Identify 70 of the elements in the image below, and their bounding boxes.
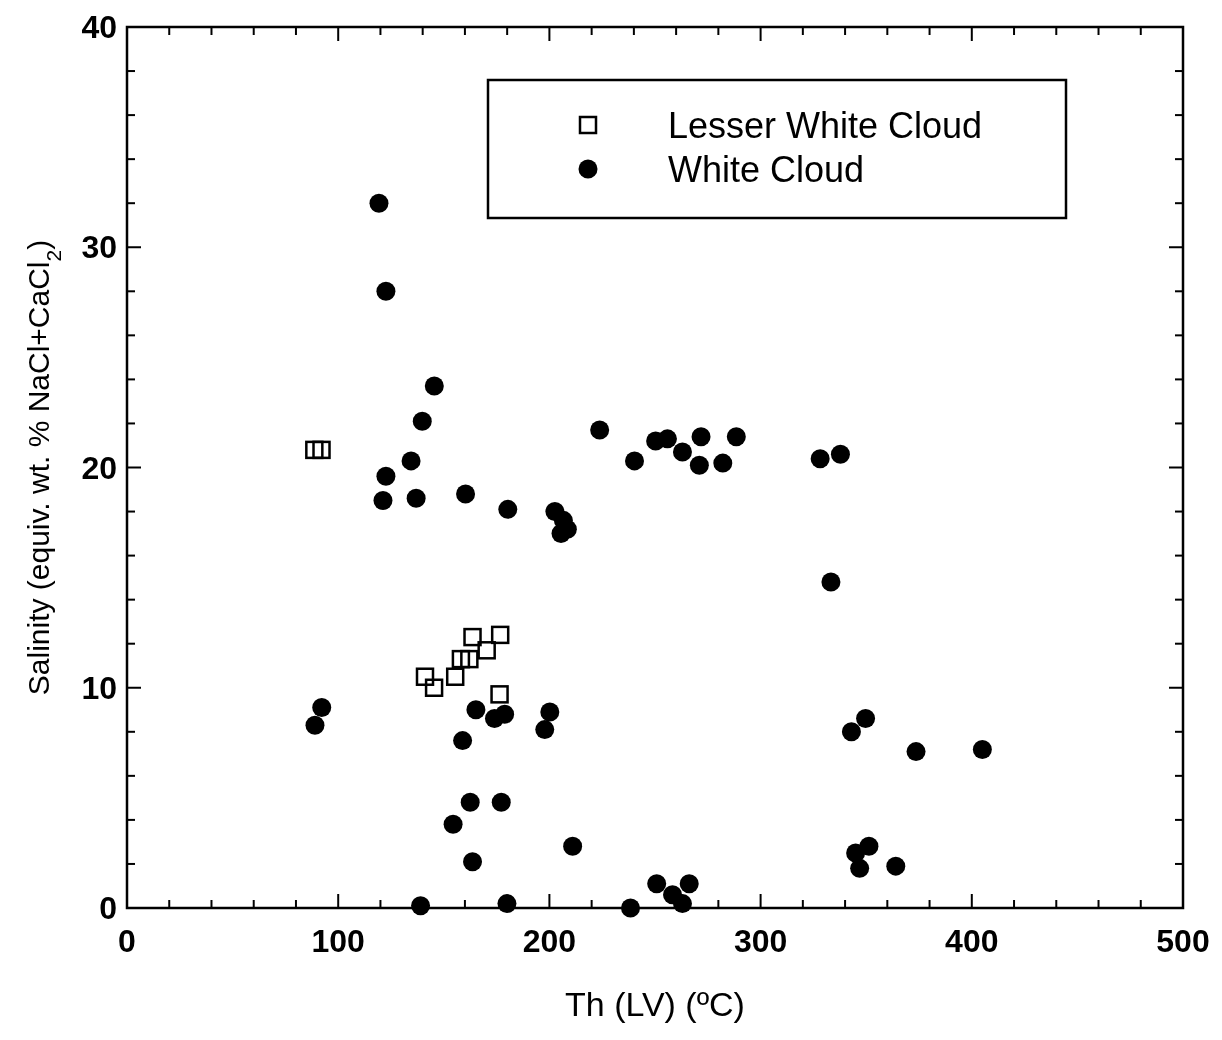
- point: [415, 667, 435, 686]
- point: [463, 627, 482, 647]
- point: [463, 852, 483, 872]
- point: [412, 411, 432, 431]
- point: [657, 429, 677, 449]
- legend-label: White Cloud: [668, 148, 865, 190]
- point: [424, 376, 444, 396]
- point: [490, 685, 509, 704]
- y-tick-label: 10: [81, 669, 117, 706]
- point: [535, 720, 555, 740]
- x-tick-label: 300: [733, 923, 788, 959]
- y-tick-label: 40: [81, 9, 117, 46]
- point: [856, 709, 876, 729]
- point: [689, 455, 709, 475]
- point: [373, 491, 393, 511]
- point: [451, 649, 471, 669]
- point: [305, 440, 324, 460]
- point: [466, 700, 486, 720]
- point: [713, 453, 733, 473]
- point: [647, 874, 667, 894]
- point: [972, 739, 992, 759]
- point: [625, 451, 645, 471]
- point: [830, 444, 850, 464]
- point: [906, 742, 926, 762]
- point: [672, 442, 692, 462]
- point: [460, 649, 479, 669]
- x-tick-label: 500: [1156, 923, 1210, 959]
- point: [841, 722, 861, 742]
- point: [850, 858, 870, 878]
- x-tick-label: 200: [522, 923, 577, 959]
- point: [477, 641, 496, 660]
- point: [726, 427, 746, 447]
- point: [460, 792, 480, 812]
- point: [672, 894, 692, 914]
- x-tick-label: 100: [311, 923, 365, 959]
- point: [369, 193, 389, 213]
- point: [312, 440, 331, 460]
- point: [424, 678, 444, 697]
- point: [411, 896, 431, 916]
- point: [859, 836, 879, 856]
- point: [443, 814, 463, 834]
- point: [886, 856, 906, 876]
- y-tick-label: 0: [99, 890, 117, 927]
- point: [540, 702, 560, 722]
- x-axis-title: Th (LV) (ºC): [565, 985, 745, 1023]
- point: [821, 572, 841, 592]
- point: [621, 898, 640, 918]
- point: [456, 484, 476, 504]
- point: [305, 715, 325, 735]
- point: [498, 499, 518, 519]
- point: [376, 466, 396, 486]
- point: [810, 449, 830, 469]
- point: [491, 792, 511, 812]
- point: [376, 281, 396, 301]
- point: [401, 451, 421, 471]
- point: [495, 704, 515, 724]
- point: [406, 488, 426, 508]
- point: [563, 836, 583, 856]
- point: [445, 667, 465, 686]
- point: [453, 731, 473, 751]
- x-tick-label: 400: [945, 923, 999, 959]
- point: [497, 894, 517, 914]
- point: [691, 427, 711, 447]
- legend-label: Lesser White Cloud: [668, 104, 983, 146]
- y-tick-label: 30: [81, 229, 117, 266]
- point: [312, 698, 332, 718]
- point: [490, 625, 510, 645]
- point: [679, 874, 699, 894]
- point: [590, 420, 610, 440]
- y-tick-label: 20: [81, 449, 117, 486]
